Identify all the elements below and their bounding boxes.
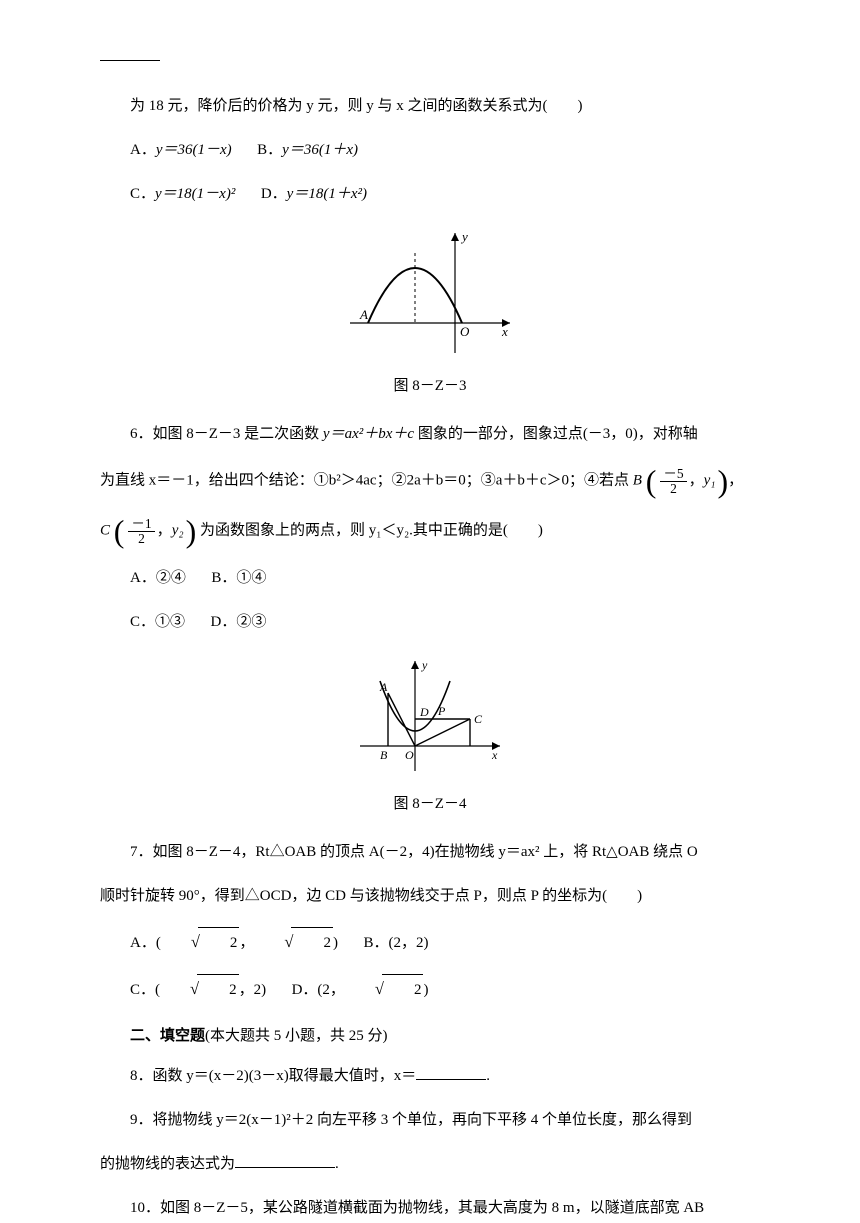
q7-opts-row2: C．(2，2) D．(2，2) xyxy=(100,972,760,1005)
figure-4-caption: 图 8－Z－4 xyxy=(100,789,760,819)
section-2-heading: 二、填空题(本大题共 5 小题，共 25 分) xyxy=(100,1021,760,1051)
figure-3-caption: 图 8－Z－3 xyxy=(100,371,760,401)
q5-opt-d: D．y＝18(1＋x²) xyxy=(261,186,367,202)
q6-opt-d: D．②③ xyxy=(211,614,267,630)
q6-line2: 为直线 x＝－1，给出四个结论：①b²＞4ac；②2a＋b＝0；③a＋b＋c＞0… xyxy=(100,463,760,499)
top-rule xyxy=(100,60,160,61)
q9-line2: 的抛物线的表达式为. xyxy=(100,1149,760,1179)
svg-text:D: D xyxy=(419,705,429,719)
svg-text:C: C xyxy=(474,712,483,726)
q5-intro: 为 18 元，降价后的价格为 y 元，则 y 与 x 之间的函数关系式为( ) xyxy=(100,91,760,121)
q6-opt-c: C．①③ xyxy=(130,614,185,630)
q9-blank xyxy=(235,1153,335,1168)
q8: 8．函数 y＝(x－2)(3－x)取得最大值时，x＝. xyxy=(100,1061,760,1091)
q6-line3: C ( －12，y₂ ) 为函数图象上的两点，则 y₁＜y₂.其中正确的是( ) xyxy=(100,513,760,549)
q7-line1: 7．如图 8－Z－4，Rt△OAB 的顶点 A(－2，4)在抛物线 y＝ax² … xyxy=(100,837,760,867)
q6-opt-b: B．①④ xyxy=(211,570,266,586)
q5-opt-b: B．y＝36(1＋x) xyxy=(257,142,358,158)
q8-blank xyxy=(416,1065,486,1080)
q5-opt-a: A．y＝36(1－x) xyxy=(130,142,232,158)
svg-text:y: y xyxy=(421,658,428,672)
q7-opts-row1: A．(2，2) B．(2，2) xyxy=(100,925,760,958)
svg-text:A: A xyxy=(359,307,368,322)
q6-point-B: ( －52，y₁ ) xyxy=(646,463,728,499)
svg-text:O: O xyxy=(460,324,470,339)
q5-opts-row1: A．y＝36(1－x) B．y＝36(1＋x) xyxy=(100,135,760,165)
q6-opt-a: A．②④ xyxy=(130,570,186,586)
svg-text:x: x xyxy=(501,324,508,339)
q6-opts-row2: C．①③ D．②③ xyxy=(100,607,760,637)
svg-text:P: P xyxy=(437,704,446,718)
svg-text:x: x xyxy=(491,748,498,762)
q7-opt-c: C．(2，2) xyxy=(130,982,270,998)
q9-line1: 9．将抛物线 y＝2(x－1)²＋2 向左平移 3 个单位，再向下平移 4 个单… xyxy=(100,1105,760,1135)
figure-4: A B O C D P x y xyxy=(100,651,760,781)
svg-text:A: A xyxy=(379,680,388,694)
q10: 10．如图 8－Z－5，某公路隧道横截面为抛物线，其最大高度为 8 m，以隧道底… xyxy=(100,1193,760,1223)
q7-opt-a: A．(2，2) xyxy=(130,935,342,951)
svg-text:O: O xyxy=(405,748,414,762)
figure-3: A O x y xyxy=(100,223,760,363)
q5-opt-c: C．y＝18(1－x)² xyxy=(130,186,235,202)
svg-text:y: y xyxy=(460,229,468,244)
q6-opts-row1: A．②④ B．①④ xyxy=(100,563,760,593)
q7-opt-d: D．(2，2) xyxy=(292,982,429,998)
q7-opt-b: B．(2，2) xyxy=(363,935,428,951)
q5-opts-row2: C．y＝18(1－x)² D．y＝18(1＋x²) xyxy=(100,179,760,209)
q6-line1: 6．如图 8－Z－3 是二次函数 y＝ax²＋bx＋c 图象的一部分，图象过点(… xyxy=(100,419,760,449)
q6-point-C: ( －12，y₂ ) xyxy=(114,513,196,549)
q7-line2: 顺时针旋转 90°，得到△OCD，边 CD 与该抛物线交于点 P，则点 P 的坐… xyxy=(100,881,760,911)
svg-text:B: B xyxy=(380,748,388,762)
